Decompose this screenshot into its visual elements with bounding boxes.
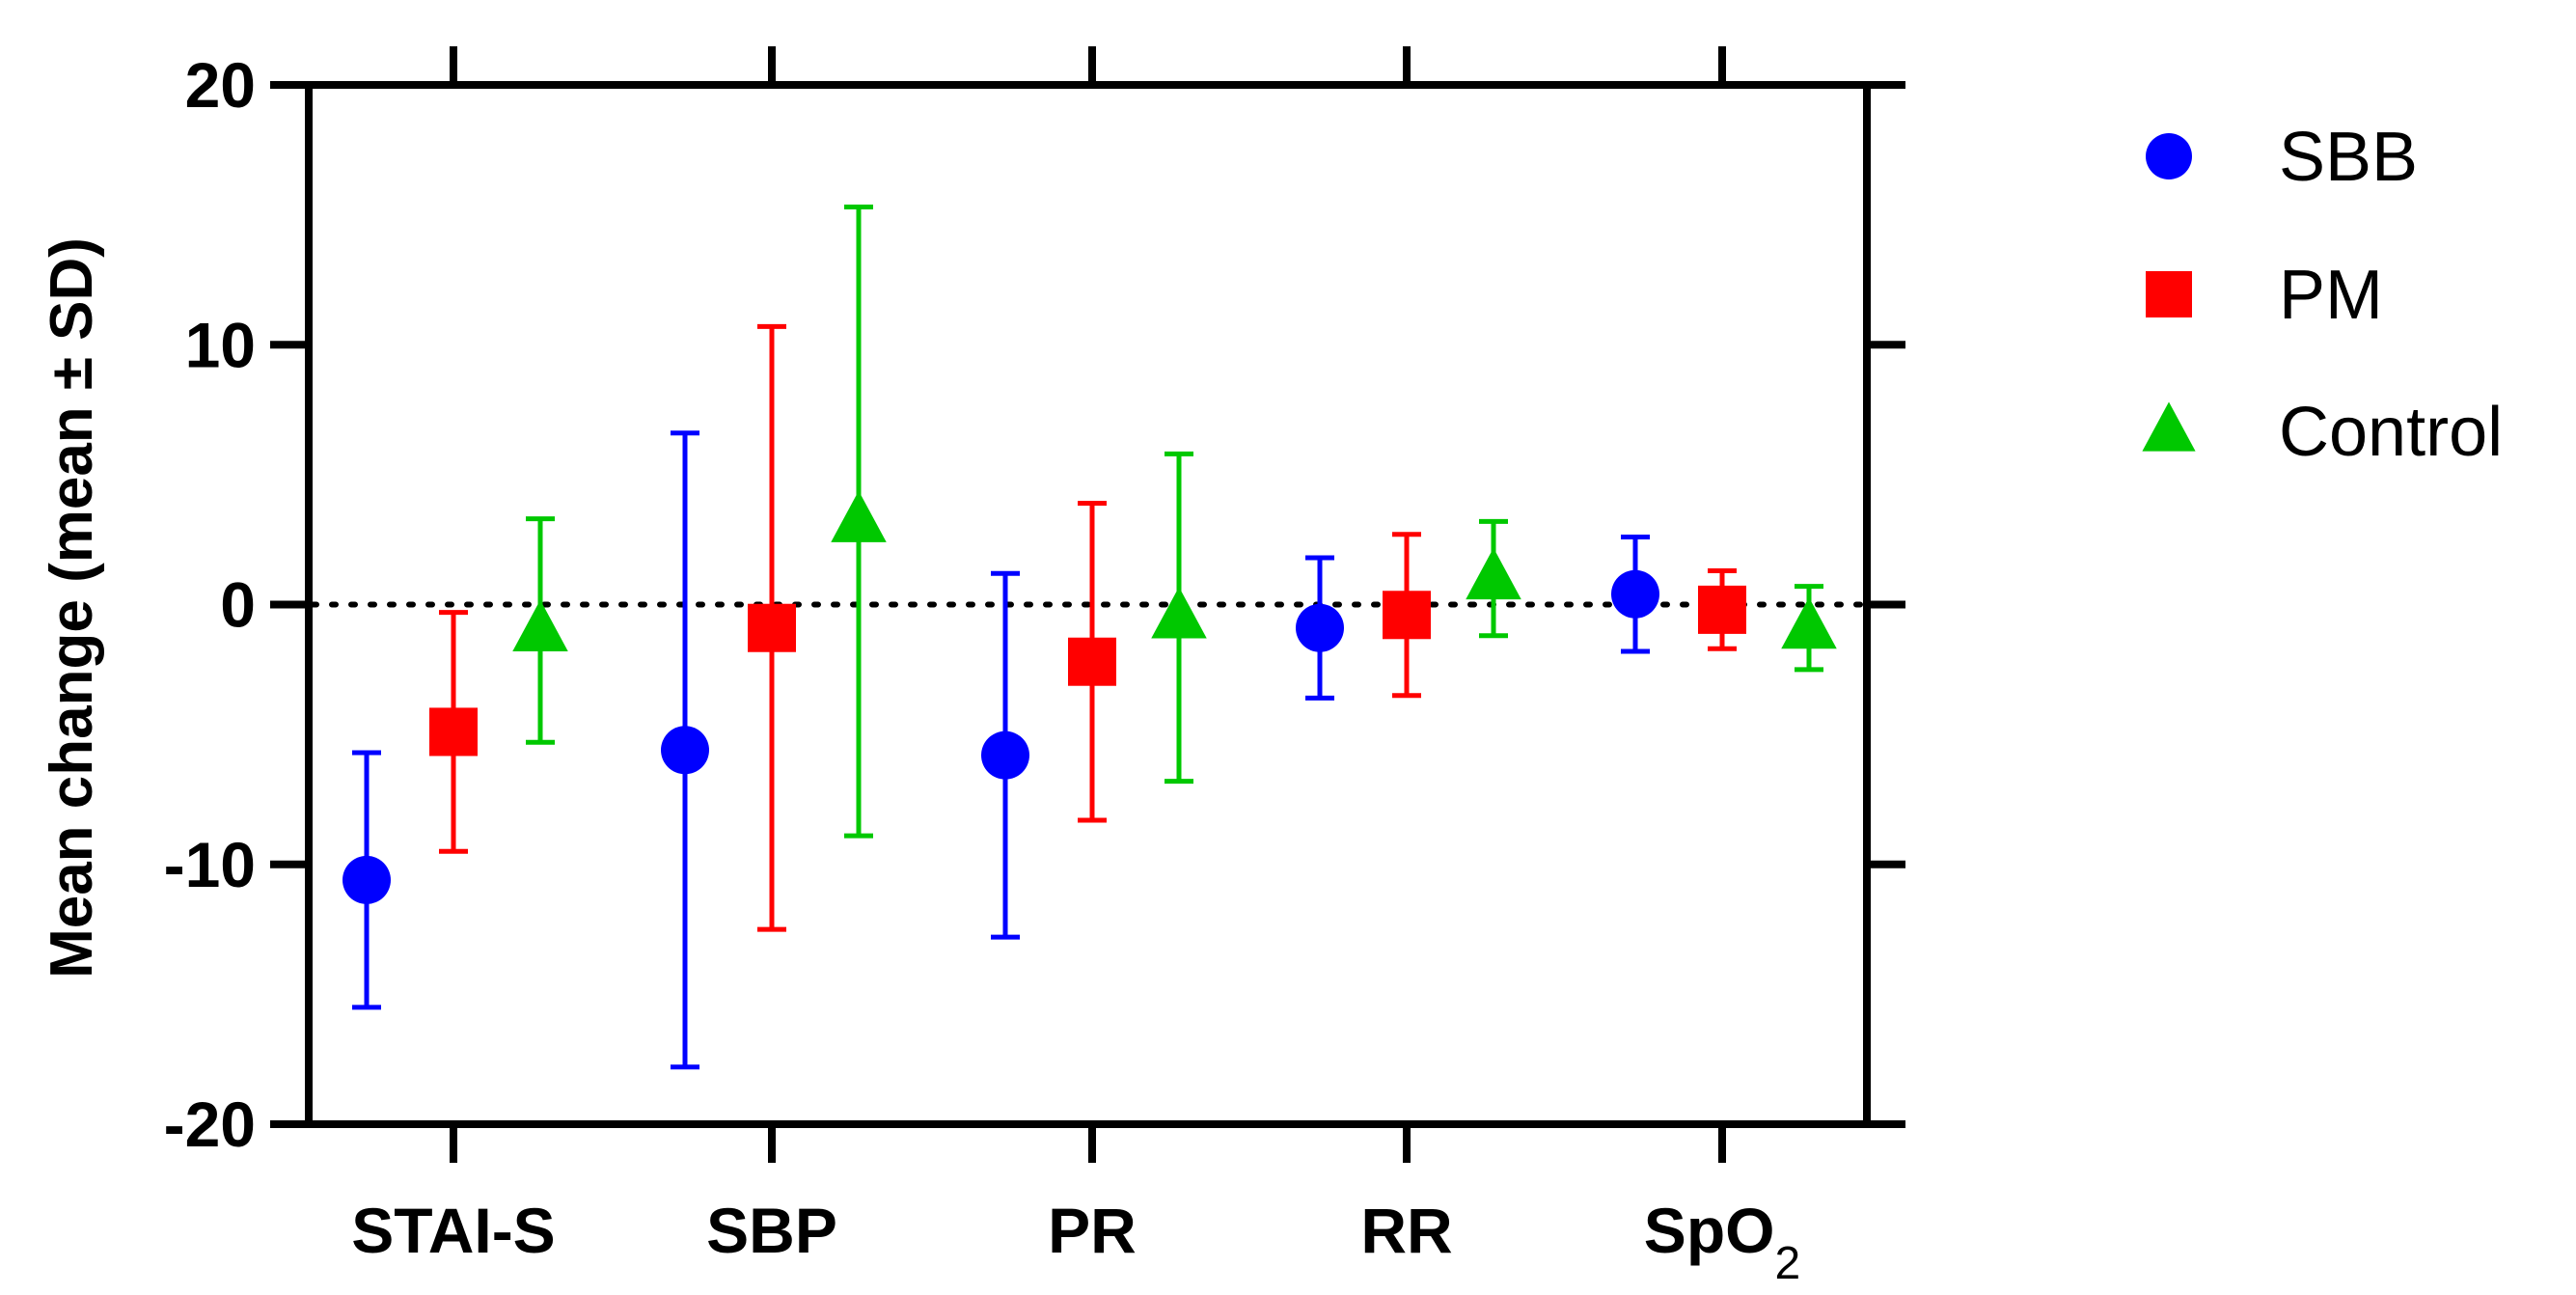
y-tick-label: 0: [220, 569, 256, 641]
data-point: [1698, 585, 1746, 634]
legend-item-pm: PM: [2146, 257, 2383, 334]
data-point: [1611, 569, 1659, 619]
legend-label: PM: [2279, 257, 2383, 334]
data-point: [1151, 587, 1207, 639]
axis-labels: -20 -10 0 10 20 STAI-S SBP PR RR SpO2: [164, 49, 1801, 1289]
x-tick-label: STAI-S: [351, 1195, 555, 1266]
data-point: [512, 599, 568, 651]
data-point: [1781, 596, 1837, 649]
legend: SBB PM Control: [2142, 119, 2503, 471]
x-tick-label-subscript: 2: [1774, 1238, 1800, 1289]
data-point: [748, 603, 796, 652]
legend-item-sbb: SBB: [2146, 119, 2418, 196]
y-tick-label: 10: [185, 309, 256, 380]
series-pm: [429, 323, 1746, 932]
data-point: [1296, 603, 1344, 652]
data-point: [661, 726, 709, 775]
x-tick-label: SBP: [706, 1195, 837, 1266]
series-control: [512, 205, 1837, 839]
x-tick-label: RR: [1360, 1195, 1452, 1266]
y-axis-label: Mean change (mean ± SD): [39, 237, 105, 978]
legend-label: Control: [2279, 394, 2503, 471]
axes: [270, 46, 1905, 1163]
y-tick-label: -20: [164, 1088, 256, 1160]
data-marks: [343, 205, 1837, 1070]
y-tick-label: 20: [185, 49, 256, 121]
data-point: [429, 707, 478, 757]
series-sbb: [343, 430, 1659, 1070]
data-point: [981, 730, 1029, 780]
legend-label: SBB: [2279, 119, 2418, 196]
legend-marker: [2146, 271, 2192, 317]
y-tick-label: -10: [164, 829, 256, 900]
data-point: [343, 855, 391, 904]
x-tick-label: PR: [1048, 1195, 1137, 1266]
data-point: [1068, 637, 1116, 686]
legend-marker: [2142, 401, 2196, 452]
x-tick-label: SpO2: [1644, 1195, 1800, 1289]
data-point: [1466, 547, 1521, 600]
legend-item-control: Control: [2142, 394, 2503, 471]
data-point: [1383, 591, 1431, 640]
legend-marker: [2146, 133, 2192, 179]
data-point: [831, 490, 887, 542]
